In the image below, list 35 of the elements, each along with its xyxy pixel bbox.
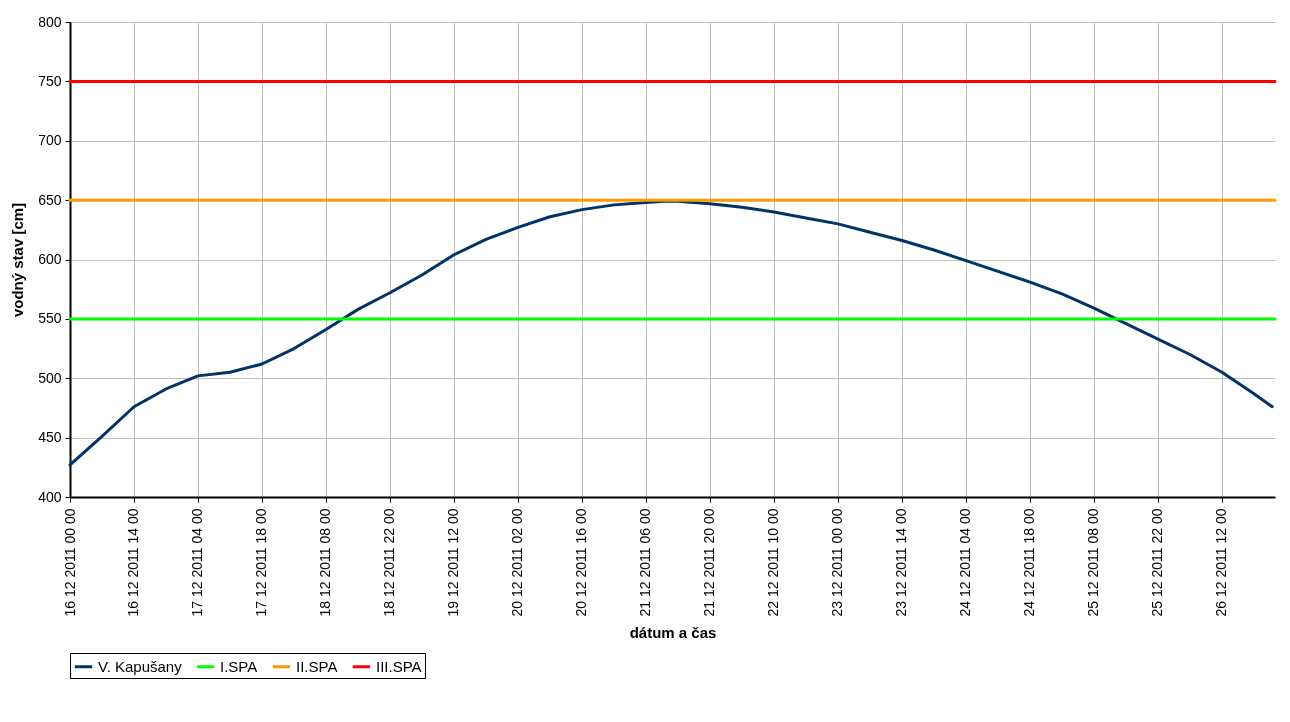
y-tick-label: 700 (38, 132, 62, 149)
y-tick-label: 550 (38, 310, 62, 327)
y-tick-label: 450 (38, 429, 62, 446)
x-tick-label: 16 12 2011 14 00 (125, 508, 142, 617)
x-tick-label: 20 12 2011 16 00 (573, 508, 590, 617)
legend-label: III.SPA (376, 657, 422, 675)
x-tick-label: 17 12 2011 18 00 (253, 508, 270, 617)
legend-label: V. Kapušany (98, 657, 183, 675)
y-tick-label: 600 (38, 251, 62, 267)
x-tick-label: 25 12 2011 22 00 (1149, 508, 1166, 617)
y-axis-title: vodný stav [cm] (9, 202, 27, 318)
x-tick-label: 18 12 2011 08 00 (317, 508, 334, 617)
x-tick-label: 24 12 2011 04 00 (957, 508, 974, 617)
y-tick-label: 650 (38, 191, 62, 208)
x-tick-label: 21 12 2011 20 00 (701, 508, 718, 617)
x-tick-label: 25 12 2011 08 00 (1085, 508, 1102, 617)
y-tick-label: 800 (38, 13, 62, 30)
x-tick-label: 21 12 2011 06 00 (637, 508, 654, 617)
x-axis-title: dátum a čas (629, 624, 717, 642)
legend-label: I.SPA (220, 657, 258, 675)
y-tick-label: 400 (38, 488, 62, 505)
x-tick-label: 16 12 2011 00 00 (61, 508, 78, 617)
x-tick-label: 24 12 2011 18 00 (1021, 508, 1038, 617)
x-tick-label: 18 12 2011 22 00 (381, 508, 398, 617)
x-tick-label: 22 12 2011 10 00 (765, 508, 782, 617)
x-tick-label: 19 12 2011 12 00 (445, 508, 462, 617)
x-tick-label: 20 12 2011 02 00 (509, 508, 526, 617)
x-tick-label: 26 12 2011 12 00 (1213, 508, 1230, 617)
x-tick-label: 17 12 2011 04 00 (189, 508, 206, 617)
y-tick-label: 750 (38, 72, 62, 89)
y-tick-label: 500 (38, 369, 62, 386)
legend-label: II.SPA (296, 657, 338, 675)
x-tick-label: 23 12 2011 14 00 (893, 508, 910, 617)
x-tick-label: 23 12 2011 00 00 (829, 508, 846, 617)
line-series (68, 199, 1274, 467)
